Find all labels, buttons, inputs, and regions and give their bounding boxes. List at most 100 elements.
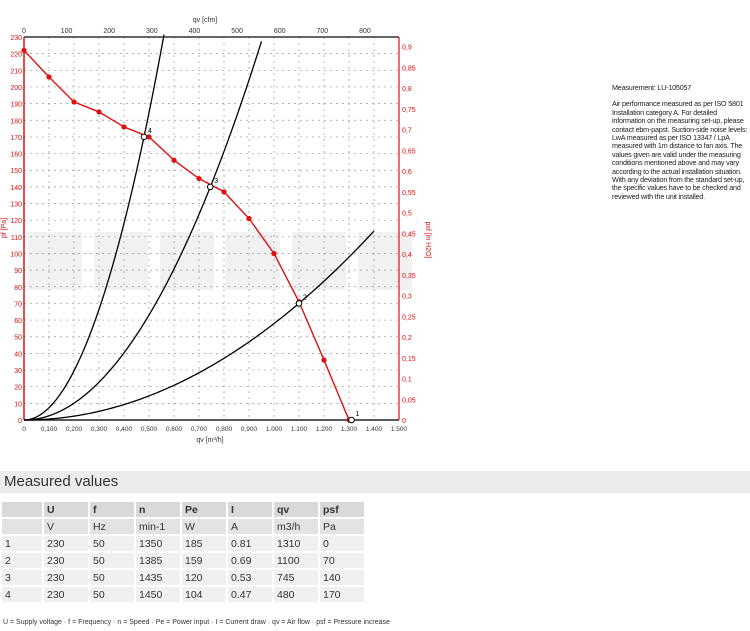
- watermark-block: [358, 232, 412, 290]
- table-cell: W: [182, 519, 226, 534]
- y-tick-label: 180: [10, 118, 22, 125]
- table-cell: 0.69: [228, 553, 272, 568]
- watermark-block: [292, 232, 346, 290]
- x-tick-label: 1.000: [266, 426, 283, 433]
- y-tick-label: 80: [14, 285, 22, 292]
- fan-curve-point: [121, 124, 127, 130]
- table-cell: 230: [44, 553, 88, 568]
- fan-curve-point: [21, 47, 27, 53]
- y-tick-label: 0: [18, 418, 22, 425]
- x-tick-label: 0,200: [66, 426, 83, 433]
- x2-tick-label: 600: [274, 28, 286, 35]
- operating-point: [348, 416, 355, 424]
- table-cell: 50: [90, 553, 134, 568]
- table-cell: 745: [274, 570, 318, 585]
- y-tick-label: 230: [10, 35, 22, 42]
- operating-point-label: 4: [148, 128, 152, 135]
- table-cell: 50: [90, 587, 134, 602]
- table-cell: 1435: [136, 570, 180, 585]
- system-curve-2: [23, 41, 263, 421]
- y-tick-label: 150: [10, 168, 22, 175]
- y-tick-label: 130: [10, 202, 22, 209]
- table-cell: n: [136, 502, 180, 517]
- y-tick-label: 60: [14, 318, 22, 325]
- table-cell: 230: [44, 570, 88, 585]
- y-tick-label: 220: [10, 52, 22, 59]
- x-tick-label: 0,600: [166, 426, 183, 433]
- table-cell: U: [44, 502, 88, 517]
- table-cell: 3: [2, 570, 42, 585]
- operating-point: [206, 183, 214, 191]
- info-text: Air performance measured as per ISO 5801…: [612, 99, 748, 201]
- table-row: 4 230 50 1450 104 0.47 480 170: [2, 587, 364, 602]
- x2-tick-label: 300: [146, 28, 158, 35]
- operating-point-label: 1: [356, 411, 360, 418]
- x-tick-label: 0,900: [241, 426, 258, 433]
- y2-axis-label: psf [in H2O]: [424, 222, 431, 259]
- table-cell: 120: [182, 570, 226, 585]
- table-cell: 50: [90, 536, 134, 551]
- table-cell: 1350: [136, 536, 180, 551]
- watermark-block: [28, 232, 82, 290]
- info-panel: Measurement: LU-105057 Air performance m…: [612, 83, 750, 201]
- table-cell: Pa: [320, 519, 364, 534]
- table-cell: 1450: [136, 587, 180, 602]
- y-tick-label: 50: [14, 335, 22, 342]
- y-tick-label: 10: [14, 401, 22, 408]
- y-tick-label: 190: [10, 102, 22, 109]
- x2-tick-label: 400: [189, 28, 201, 35]
- table-cell: 185: [182, 536, 226, 551]
- table-cell: [2, 502, 42, 517]
- fan-curve-point: [221, 189, 227, 195]
- fan-curve-chart: 0 0,100 0,200 0,300 0,400 0,500 0,600 0,700 0,80…: [1, 17, 431, 444]
- y-tick-label: 120: [10, 218, 22, 225]
- y-tick-label: 100: [10, 251, 22, 258]
- y-axis-label: pf [Pa]: [1, 218, 8, 238]
- x-tick-label: 1.100: [291, 426, 308, 433]
- table-cell: 50: [90, 570, 134, 585]
- fan-curve-point: [196, 175, 202, 182]
- fan-curve-point: [71, 99, 77, 105]
- table-cell: f: [90, 502, 134, 517]
- y-tick-label: 20: [14, 385, 22, 392]
- x-tick-label: 0,500: [141, 426, 158, 433]
- table-cell: 0.47: [228, 587, 272, 602]
- table-cell: m3/h: [274, 519, 318, 534]
- y2-tick-label: 0,2: [402, 335, 412, 342]
- x-tick-label: 0,100: [41, 426, 58, 433]
- x-tick-label: 1.200: [316, 426, 333, 433]
- x-axis-label: qv [m³/h]: [196, 437, 223, 444]
- section-title: Measured values: [0, 471, 750, 493]
- x2-tick-label: 100: [61, 28, 73, 35]
- y2-tick-label: 0,05: [402, 397, 416, 404]
- operating-point-label: 3: [214, 178, 218, 185]
- x-tick-label: 0: [22, 426, 26, 433]
- fan-curve-point: [171, 157, 177, 163]
- y2-tick-label: 0,85: [402, 65, 416, 72]
- y2-tick-label: 0,8: [402, 86, 412, 93]
- table-cell: 170: [320, 587, 364, 602]
- y-tick-label: 90: [14, 268, 22, 275]
- table-cell: 140: [320, 570, 364, 585]
- operating-point-label: 2: [303, 294, 307, 301]
- x2-axis-label: qv [cfm]: [193, 17, 218, 24]
- y2-tick-label: 0,6: [402, 169, 412, 176]
- y2-tick-label: 0,25: [402, 314, 416, 321]
- y-tick-label: 200: [10, 85, 22, 92]
- y2-tick-label: 0,4: [402, 252, 412, 259]
- y2-tick-label: 0,9: [402, 45, 412, 52]
- x-tick-label: 0,700: [191, 426, 208, 433]
- table-footnote: U = Supply voltage · f = Frequency · n =…: [3, 619, 390, 626]
- table-cell: Pe: [182, 502, 226, 517]
- y-tick-label: 210: [10, 68, 22, 75]
- table-cell: Hz: [90, 519, 134, 534]
- x-tick-label: 0,800: [216, 426, 233, 433]
- table-cell: 230: [44, 587, 88, 602]
- y2-tick-label: 0,75: [402, 107, 416, 114]
- y2-tick-label: 0: [402, 418, 406, 425]
- operating-point: [140, 133, 148, 141]
- watermark-block: [94, 232, 148, 290]
- y2-tick-label: 0,65: [402, 148, 416, 155]
- table-cell: I: [228, 502, 272, 517]
